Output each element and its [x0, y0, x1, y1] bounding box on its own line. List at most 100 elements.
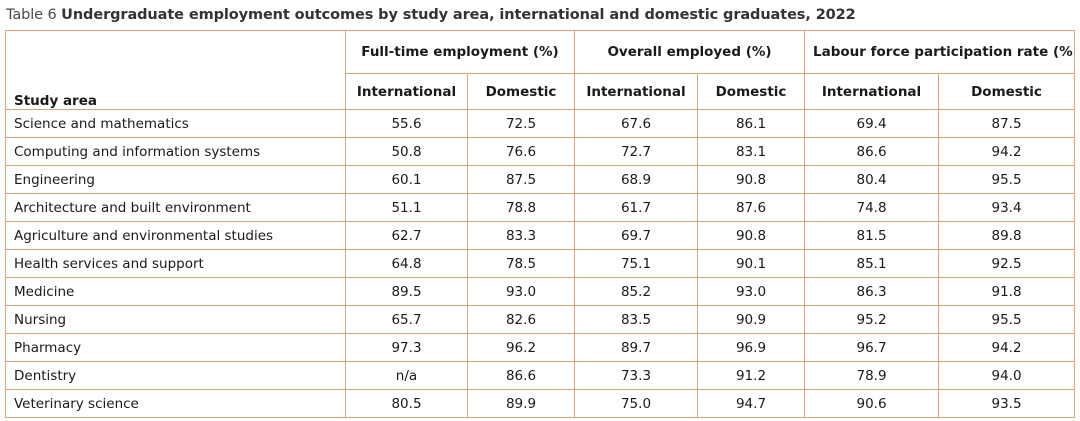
- value-cell: 95.5: [938, 305, 1076, 334]
- value-cell: 90.1: [696, 249, 806, 278]
- value-cell: 95.5: [938, 165, 1076, 194]
- table-title: Undergraduate employment outcomes by stu…: [61, 7, 856, 23]
- value-cell: 80.4: [804, 165, 940, 194]
- value-cell: 91.8: [938, 277, 1076, 306]
- value-cell: 62.7: [345, 221, 468, 250]
- study-area-cell: Medicine: [5, 277, 346, 306]
- subheader-domestic: Domestic: [467, 73, 575, 110]
- study-area-cell: Architecture and built environment: [5, 193, 346, 222]
- value-cell: 85.1: [804, 249, 940, 278]
- table-row: Veterinary science 80.5 89.9 75.0 94.7 90.6 93…: [5, 389, 1076, 418]
- table-row: Architecture and built environment 51.1 78…: [5, 193, 1076, 222]
- value-cell: 60.1: [345, 165, 468, 194]
- table-caption: Table 6 Undergraduate employment outcome…: [6, 7, 856, 23]
- value-cell: 69.7: [574, 221, 698, 250]
- value-cell: 86.1: [696, 109, 806, 138]
- value-cell: 90.8: [696, 165, 806, 194]
- table-row: Engineering 60.1 87.5 68.9 90.8 80.4 95.5: [5, 165, 1076, 194]
- study-area-cell: Engineering: [5, 165, 346, 194]
- table-row: Nursing 65.7 82.6 83.5 90.9 95.2 95.5: [5, 305, 1076, 334]
- table-row: Pharmacy 97.3 96.2 89.7 96.9 96.7 94.2: [5, 333, 1076, 362]
- table-row: Science and mathematics 55.6 72.5 67.6 86.1 6…: [5, 109, 1076, 138]
- value-cell: 96.9: [696, 333, 806, 362]
- study-area-cell: Dentistry: [5, 361, 346, 390]
- value-cell: 78.8: [467, 193, 575, 222]
- value-cell: 87.6: [696, 193, 806, 222]
- subheader-international: International: [804, 73, 940, 110]
- subheader-domestic: Domestic: [938, 73, 1076, 110]
- study-area-cell: Health services and support: [5, 249, 346, 278]
- group-header-row: Study area Full-time employment (%) Over…: [5, 30, 1076, 110]
- study-area-header: Study area: [5, 30, 346, 110]
- value-cell: 65.7: [345, 305, 468, 334]
- value-cell: 95.2: [804, 305, 940, 334]
- table-number: Table 6: [6, 7, 57, 23]
- value-cell: 55.6: [345, 109, 468, 138]
- table-row: Computing and information systems 50.8 76.…: [5, 137, 1076, 166]
- value-cell: 94.2: [938, 137, 1076, 166]
- value-cell: 90.8: [696, 221, 806, 250]
- value-cell: 96.7: [804, 333, 940, 362]
- subheader-international: International: [574, 73, 698, 110]
- value-cell: 72.5: [467, 109, 575, 138]
- value-cell: 67.6: [574, 109, 698, 138]
- full-time-employment-header: Full-time employment (%): [345, 30, 575, 74]
- table-row: Agriculture and environmental studies 62.…: [5, 221, 1076, 250]
- value-cell: 86.3: [804, 277, 940, 306]
- table-row: Health services and support 64.8 78.5 75.1 9…: [5, 249, 1076, 278]
- study-area-cell: Computing and information systems: [5, 137, 346, 166]
- study-area-cell: Pharmacy: [5, 333, 346, 362]
- value-cell: 86.6: [804, 137, 940, 166]
- value-cell: 78.9: [804, 361, 940, 390]
- study-area-cell: Veterinary science: [5, 389, 346, 418]
- value-cell: 78.5: [467, 249, 575, 278]
- value-cell: 89.8: [938, 221, 1076, 250]
- value-cell: 74.8: [804, 193, 940, 222]
- value-cell: n/a: [345, 361, 468, 390]
- value-cell: 97.3: [345, 333, 468, 362]
- value-cell: 94.7: [696, 389, 806, 418]
- table-body: Science and mathematics 55.6 72.5 67.6 86.1 6…: [5, 109, 1076, 418]
- value-cell: 83.1: [696, 137, 806, 166]
- value-cell: 93.5: [938, 389, 1076, 418]
- employment-outcomes-table: Study area Full-time employment (%) Over…: [5, 30, 1076, 418]
- value-cell: 85.2: [574, 277, 698, 306]
- subheader-international: International: [345, 73, 468, 110]
- value-cell: 87.5: [467, 165, 575, 194]
- value-cell: 81.5: [804, 221, 940, 250]
- value-cell: 64.8: [345, 249, 468, 278]
- value-cell: 51.1: [345, 193, 468, 222]
- value-cell: 90.6: [804, 389, 940, 418]
- value-cell: 96.2: [467, 333, 575, 362]
- value-cell: 87.5: [938, 109, 1076, 138]
- study-area-cell: Science and mathematics: [5, 109, 346, 138]
- study-area-cell: Nursing: [5, 305, 346, 334]
- value-cell: 73.3: [574, 361, 698, 390]
- value-cell: 50.8: [345, 137, 468, 166]
- table-row: Dentistry n/a 86.6 73.3 91.2 78.9 94.0: [5, 361, 1076, 390]
- value-cell: 86.6: [467, 361, 575, 390]
- value-cell: 93.0: [467, 277, 575, 306]
- value-cell: 89.9: [467, 389, 575, 418]
- value-cell: 69.4: [804, 109, 940, 138]
- value-cell: 82.6: [467, 305, 575, 334]
- value-cell: 89.5: [345, 277, 468, 306]
- table-row: Medicine 89.5 93.0 85.2 93.0 86.3 91.8: [5, 277, 1076, 306]
- value-cell: 93.4: [938, 193, 1076, 222]
- overall-employed-header: Overall employed (%): [573, 30, 806, 74]
- value-cell: 75.0: [574, 389, 698, 418]
- value-cell: 61.7: [574, 193, 698, 222]
- study-area-cell: Agriculture and environmental studies: [5, 221, 346, 250]
- value-cell: 93.0: [696, 277, 806, 306]
- value-cell: 75.1: [574, 249, 698, 278]
- value-cell: 94.2: [938, 333, 1076, 362]
- value-cell: 92.5: [938, 249, 1076, 278]
- value-cell: 76.6: [467, 137, 575, 166]
- value-cell: 83.3: [467, 221, 575, 250]
- subheader-domestic: Domestic: [696, 73, 806, 110]
- value-cell: 89.7: [574, 333, 698, 362]
- value-cell: 80.5: [345, 389, 468, 418]
- value-cell: 68.9: [574, 165, 698, 194]
- value-cell: 91.2: [696, 361, 806, 390]
- value-cell: 90.9: [696, 305, 806, 334]
